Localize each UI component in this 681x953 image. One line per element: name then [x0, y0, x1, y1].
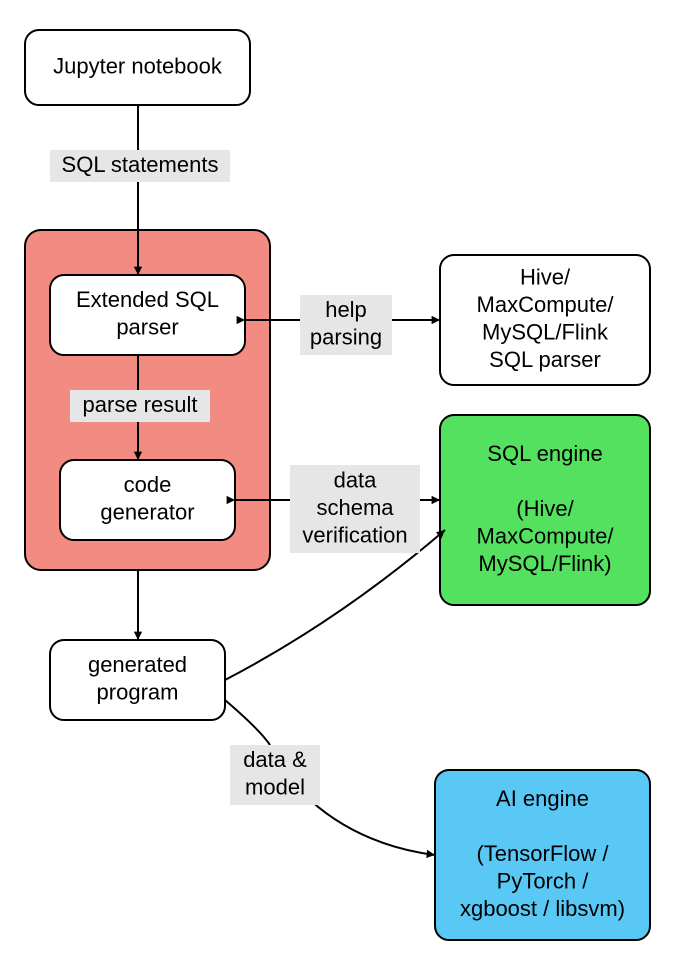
- label-text: SQL statements: [62, 152, 219, 177]
- node-text: PyTorch /: [497, 868, 590, 893]
- label-data_model: data & model: [230, 745, 320, 805]
- label-help_parsing: help parsing: [300, 295, 392, 355]
- node-text: code: [124, 472, 172, 497]
- node-ext_parser: Extended SQL parser: [50, 275, 245, 355]
- node-text: MySQL/Flink): [478, 551, 611, 576]
- node-text: (TensorFlow /: [476, 841, 609, 866]
- label-text: parse result: [83, 392, 198, 417]
- node-text: Hive/: [520, 265, 571, 290]
- node-ext_sql_parsers: Hive/MaxCompute/MySQL/FlinkSQL parser: [440, 255, 650, 385]
- label-text: data: [334, 467, 378, 492]
- label-text: model: [245, 775, 305, 800]
- node-text: generator: [100, 500, 194, 525]
- label-text: verification: [302, 522, 407, 547]
- label-text: schema: [316, 495, 394, 520]
- label-text: data &: [243, 747, 307, 772]
- node-code_gen: code generator: [60, 460, 235, 540]
- label-parse_result: parse result: [70, 390, 210, 422]
- node-text: SQL engine: [487, 441, 602, 466]
- node-text: generated: [88, 652, 187, 677]
- node-ai_engine: AI engine (TensorFlow /PyTorch / xgboost /…: [435, 770, 650, 940]
- node-text: (Hive/: [516, 496, 574, 521]
- edge-e12: [310, 800, 435, 855]
- node-text: program: [97, 680, 179, 705]
- node-text: MaxCompute/: [477, 292, 615, 317]
- node-text: xgboost / libsvm): [460, 896, 625, 921]
- node-sql_engine: SQL engine (Hive/MaxCompute/MySQL/Flink): [440, 415, 650, 605]
- node-jupyter: Jupyter notebook: [25, 30, 250, 105]
- edge-e11: [225, 700, 270, 745]
- node-text: SQL parser: [489, 347, 601, 372]
- node-text: parser: [116, 315, 178, 340]
- node-text: Extended SQL: [76, 287, 219, 312]
- node-text: MySQL/Flink: [482, 320, 609, 345]
- node-text: AI engine: [496, 786, 589, 811]
- node-text: MaxCompute/: [477, 523, 615, 548]
- node-gen_prog: generated program: [50, 640, 225, 720]
- label-text: help: [325, 297, 367, 322]
- label-sql_statements: SQL statements: [50, 150, 230, 182]
- label-text: parsing: [310, 325, 382, 350]
- node-text: Jupyter notebook: [53, 53, 223, 78]
- label-data_schema: data schemaverification: [290, 465, 420, 553]
